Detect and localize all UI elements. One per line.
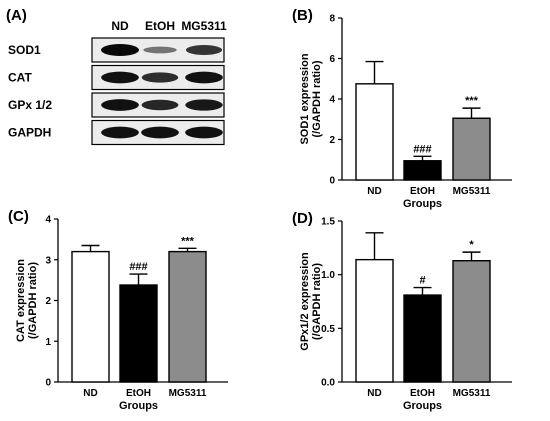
bar-gpx-etoh bbox=[403, 294, 442, 383]
y-axis-title: (/GAPDH ratio) bbox=[311, 263, 323, 340]
y-tick-label: 1.5 bbox=[321, 217, 335, 228]
panel-label: (B) bbox=[292, 7, 313, 24]
y-tick-label: 1 bbox=[45, 337, 51, 348]
y-tick-label: 6 bbox=[329, 54, 335, 65]
blot-row: GPx 1/2 bbox=[8, 92, 225, 118]
y-tick-label: 0 bbox=[329, 176, 335, 187]
bar-sod1-etoh bbox=[403, 160, 442, 181]
x-tick-label: MG5311 bbox=[169, 388, 207, 399]
y-axis-title: GPx1/2 expression bbox=[299, 252, 311, 351]
blot-band bbox=[185, 45, 223, 55]
panel-label: (C) bbox=[8, 208, 29, 225]
blot-column-label: MG5311 bbox=[181, 19, 227, 33]
blot-column-label: EtOH bbox=[145, 19, 175, 33]
blot-band bbox=[143, 46, 177, 54]
y-tick-label: 0.0 bbox=[321, 378, 335, 389]
y-tick-label: 1.0 bbox=[321, 270, 335, 281]
blot-band bbox=[141, 126, 179, 139]
blot-row-label: SOD1 bbox=[8, 43, 41, 57]
x-tick-label: MG5311 bbox=[453, 388, 491, 399]
x-tick-label: ND bbox=[83, 388, 97, 399]
blot-row: CAT bbox=[8, 64, 225, 91]
blot-band bbox=[185, 126, 223, 139]
x-tick-label: MG5311 bbox=[453, 186, 491, 197]
y-tick-label: 0 bbox=[45, 378, 51, 389]
blot-band bbox=[101, 99, 139, 111]
bar-cat-mg5311 bbox=[168, 250, 207, 383]
blot-row: GAPDH bbox=[8, 119, 225, 146]
x-tick-label: EtOH bbox=[126, 388, 151, 399]
significance-label: * bbox=[469, 239, 474, 251]
y-axis-title: (/GAPDH ratio) bbox=[27, 262, 39, 339]
blot-row-label: GAPDH bbox=[8, 126, 51, 140]
y-axis-title: SOD1 expression bbox=[299, 53, 311, 144]
western-blot-panel: (A) ND EtOH MG5311 SOD1 CAT GPx 1/2 GAPDH bbox=[6, 7, 227, 146]
blot-row-label: CAT bbox=[8, 71, 32, 85]
bar-gpx-mg5311 bbox=[452, 260, 491, 383]
y-tick-label: 3 bbox=[45, 255, 51, 266]
blot-row-label: GPx 1/2 bbox=[8, 98, 52, 112]
blot-band bbox=[185, 71, 223, 84]
bar-gpx-nd bbox=[355, 258, 394, 383]
blot-row: SOD1 bbox=[8, 37, 225, 63]
y-tick-label: 2 bbox=[45, 296, 51, 307]
blot-band bbox=[101, 126, 139, 139]
blot-column-label: ND bbox=[111, 19, 129, 33]
bar-sod1-mg5311 bbox=[452, 117, 491, 181]
significance-label: ### bbox=[129, 261, 147, 273]
x-axis-title: Groups bbox=[403, 400, 442, 412]
x-tick-label: ND bbox=[367, 388, 381, 399]
x-tick-label: EtOH bbox=[410, 186, 435, 197]
blot-band bbox=[141, 99, 179, 111]
bar-cat-nd bbox=[71, 250, 110, 383]
y-axis-title: CAT expression bbox=[15, 259, 27, 342]
panel-label: (D) bbox=[292, 210, 313, 227]
significance-label: ### bbox=[413, 143, 431, 155]
y-tick-label: 8 bbox=[329, 14, 335, 25]
panel-a-label: (A) bbox=[6, 7, 27, 24]
y-tick-label: 2 bbox=[329, 135, 335, 146]
x-tick-label: ND bbox=[367, 186, 381, 197]
bar-cat-etoh bbox=[119, 284, 158, 383]
x-axis-title: Groups bbox=[119, 400, 158, 412]
significance-label: *** bbox=[465, 95, 479, 107]
blot-band bbox=[101, 44, 139, 56]
chart-sod1: (B) 0 2 4 6 8 SOD1 expression (/GAPDH ratio) ND #… bbox=[292, 7, 512, 210]
y-tick-label: 4 bbox=[45, 215, 51, 226]
significance-label: *** bbox=[181, 235, 195, 247]
y-tick-label: 4 bbox=[329, 95, 335, 106]
blot-band bbox=[185, 99, 223, 111]
x-tick-label: EtOH bbox=[410, 388, 435, 399]
y-axis-title: (/GAPDH ratio) bbox=[311, 60, 323, 137]
blot-band bbox=[141, 72, 179, 83]
blot-band bbox=[101, 71, 139, 84]
chart-cat: (C) 0 1 2 3 4 CAT expression (/GAPDH ratio) ND ##… bbox=[8, 208, 228, 412]
chart-gpx: (D) 0.0 0.5 1.0 1.5 GPx1/2 expression (/GAPDH … bbox=[292, 210, 512, 412]
bar-sod1-nd bbox=[355, 83, 394, 181]
y-tick-label: 0.5 bbox=[321, 324, 335, 335]
significance-label: # bbox=[419, 275, 425, 287]
x-axis-title: Groups bbox=[403, 198, 442, 210]
